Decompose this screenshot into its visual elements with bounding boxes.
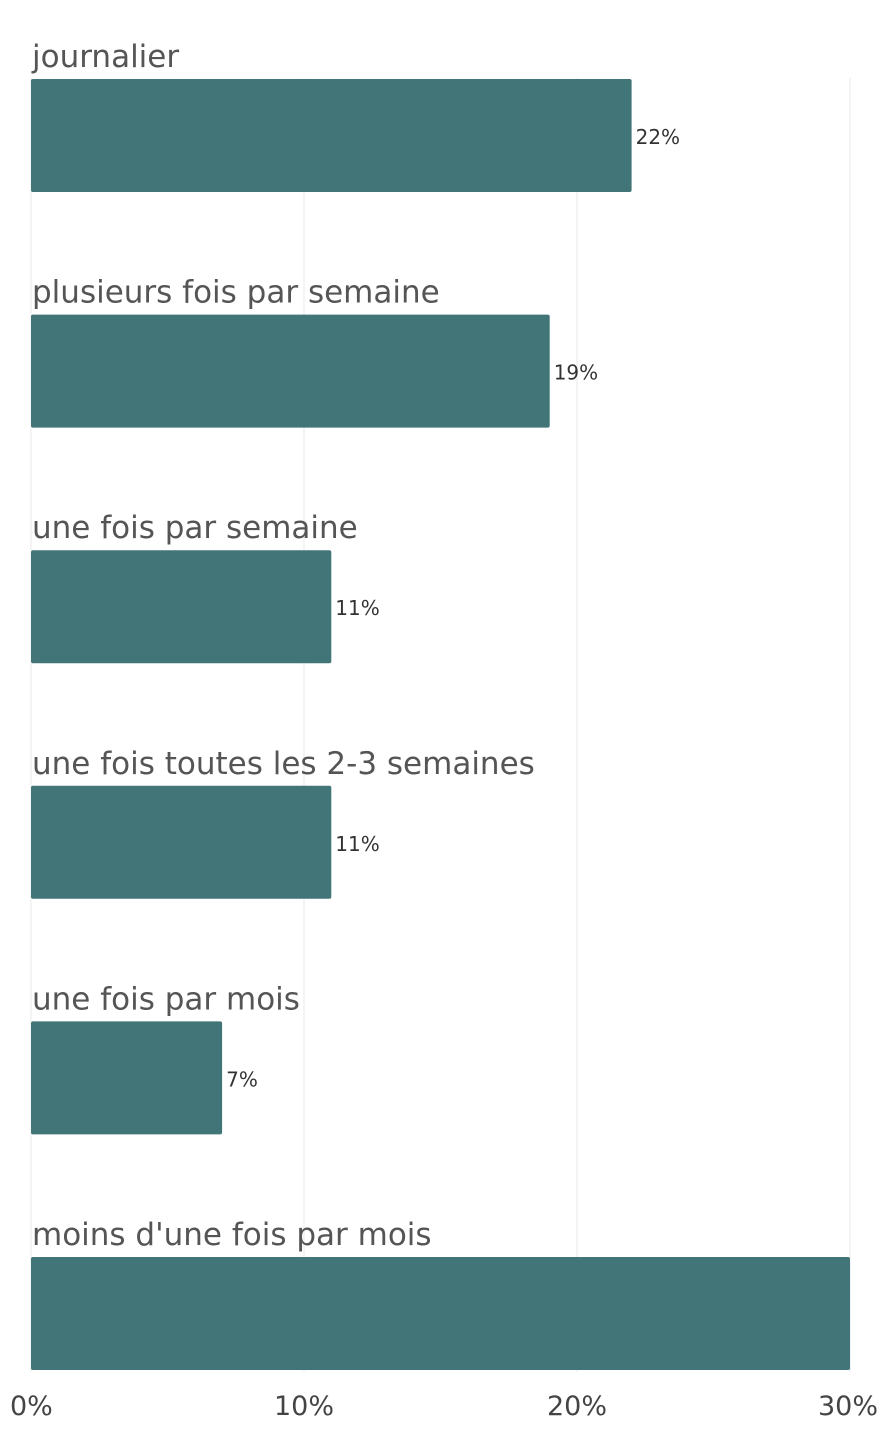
category-label-1: plusieurs fois par semaine: [32, 275, 440, 311]
bar-2: [31, 550, 332, 664]
category-label-4: une fois par mois: [32, 981, 300, 1017]
bar-0: [31, 79, 632, 192]
value-label-1: 19%: [554, 361, 598, 385]
x-tick-label-0: 0%: [10, 1391, 53, 1422]
x-tick-label-2: 20%: [547, 1391, 607, 1422]
category-label-2: une fois par semaine: [32, 510, 358, 546]
category-label-0: journalier: [31, 39, 179, 75]
x-axis-tick-labels: 0% 10% 20% 30%: [10, 1391, 878, 1422]
value-label-4: 7%: [226, 1067, 258, 1091]
x-tick-label-1: 10%: [274, 1391, 334, 1422]
x-tick-label-3: 30%: [818, 1391, 878, 1422]
value-label-0: 22%: [636, 125, 680, 149]
bar-1: [31, 314, 550, 428]
category-labels: journalier plusieurs fois par semaine une …: [31, 39, 535, 1253]
value-labels: 22% 19% 11% 11% 7%: [226, 125, 680, 1091]
category-label-5: moins d'une fois par mois: [32, 1217, 432, 1253]
value-label-2: 11%: [335, 596, 379, 620]
value-label-3: 11%: [335, 832, 379, 856]
bar-4: [31, 1021, 223, 1135]
grid-lines: [30, 78, 851, 1372]
bars-group: [31, 79, 850, 1370]
category-label-3: une fois toutes les 2-3 semaines: [32, 746, 535, 782]
bar-3: [31, 785, 332, 899]
bar-5: [31, 1257, 850, 1370]
